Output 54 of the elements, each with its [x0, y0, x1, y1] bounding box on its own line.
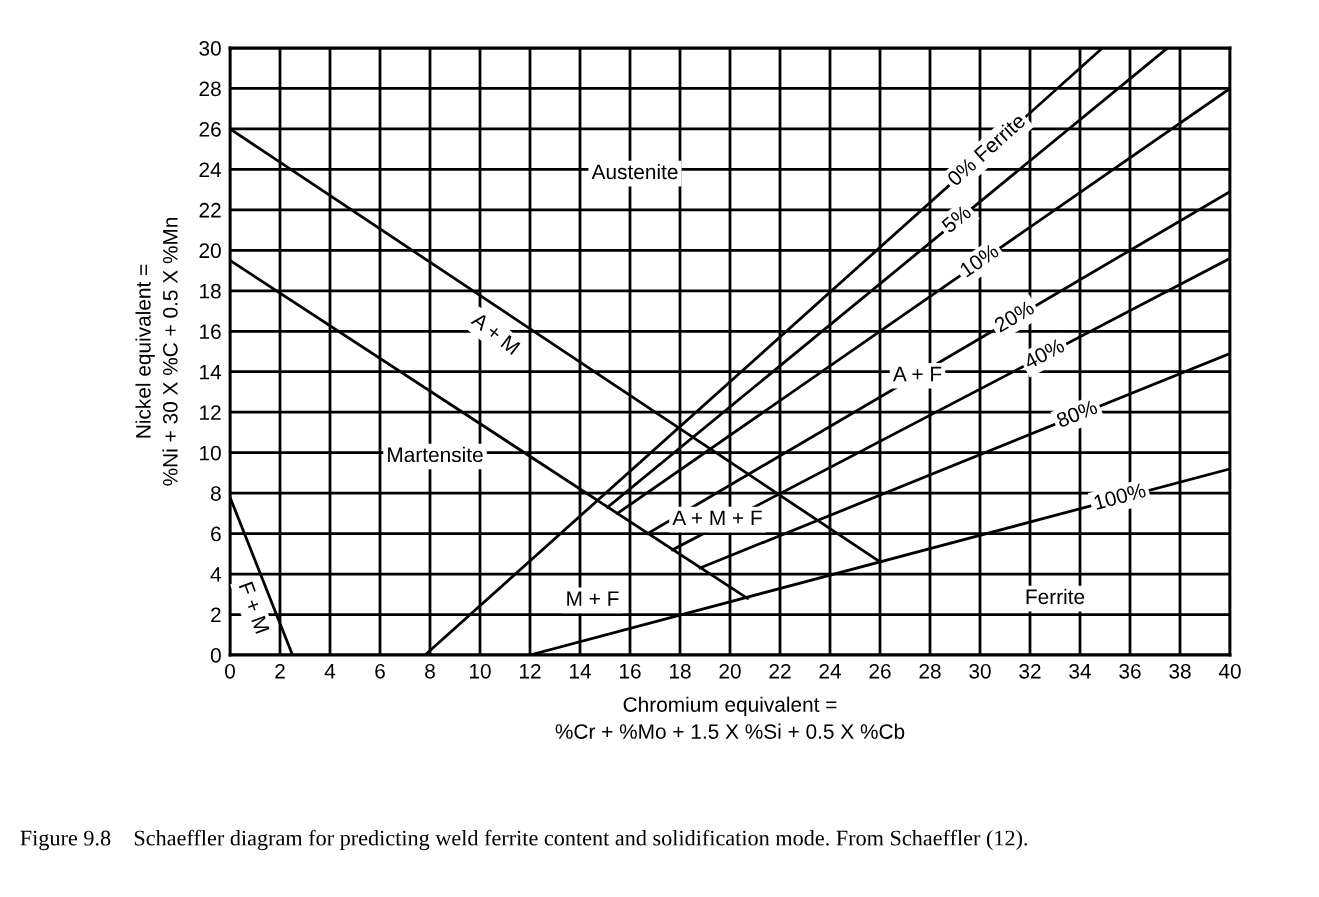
y-tick-label: 12: [200, 405, 221, 420]
x-tick-label: 18: [670, 663, 691, 679]
x-tick-label: 36: [1119, 663, 1141, 679]
text: 40%: [1022, 337, 1066, 370]
y-tick-label: 14: [200, 364, 222, 380]
y-tick-label: 30: [199, 41, 221, 56]
annotation: Ferrite: [1026, 588, 1085, 605]
x-tick-label: 30: [969, 663, 991, 679]
x-tick-label: 14: [570, 664, 591, 679]
y-tick-label: 8: [210, 486, 221, 501]
x-tick-label: 22: [769, 663, 791, 679]
text: 80%: [1055, 399, 1099, 428]
annotation: F + M: [238, 581, 270, 634]
y-tick-label: 22: [199, 202, 221, 218]
x-tick-label: 32: [1019, 663, 1041, 679]
text: 20%: [993, 299, 1036, 333]
x-tick-label: 10: [470, 663, 491, 679]
text: 5%: [940, 204, 973, 234]
text: 10%: [958, 242, 1000, 278]
y-tick-label: 26: [199, 121, 221, 137]
text: 100%: [1093, 482, 1147, 510]
x-tick-label: 24: [819, 663, 841, 679]
x-tick-label: 28: [919, 663, 941, 679]
y-tick-label: 4: [210, 567, 222, 582]
annotation: Martensite: [388, 446, 483, 463]
x-tick-label: 26: [869, 663, 891, 679]
y-tick-label: 18: [200, 283, 221, 299]
x-tick-label: 38: [1169, 663, 1191, 679]
annotation: A + M: [470, 311, 521, 355]
annotation: A + M + F: [672, 510, 762, 526]
y-tick-label: 10: [200, 445, 221, 461]
caption: Figure 9.8 Schaeffler diagram for predicting weld ferrite content and solidification mode. From Schaeffler (12).: [20, 829, 1028, 851]
y-tick-label: 24: [199, 162, 222, 177]
x-tick-label: 0: [225, 663, 235, 679]
y-tick-label: 0: [210, 648, 221, 663]
x-tick-label: 6: [375, 663, 385, 679]
x-tick-label: 20: [719, 663, 741, 679]
y-tick-label: 2: [211, 607, 221, 623]
annotation: A + F: [892, 366, 942, 382]
y-tick-label: 28: [199, 81, 221, 97]
y-axis-title: Nickel equivalent = %Ni + 30 X %C + 0.5 X %Mn: [135, 217, 178, 486]
x-tick-label: 4: [324, 664, 336, 679]
x-tick-label: 12: [520, 663, 541, 679]
annotation: Austenite: [591, 163, 678, 180]
x-tick-label: 34: [1069, 663, 1091, 679]
x-tick-label: 16: [620, 663, 641, 679]
x-tick-label: 40: [1218, 663, 1241, 679]
x-tick-label: 8: [425, 663, 435, 679]
y-tick-label: 20: [199, 243, 221, 259]
x-tick-label: 2: [275, 663, 285, 679]
annotation: M + F: [567, 591, 619, 606]
x-axis-title: Chromium equivalent = %Cr + %Mo + 1.5 X %Si + 0.5 X %Cb: [555, 696, 905, 739]
y-tick-label: 6: [211, 526, 221, 542]
y-tick-label: 16: [200, 324, 221, 340]
